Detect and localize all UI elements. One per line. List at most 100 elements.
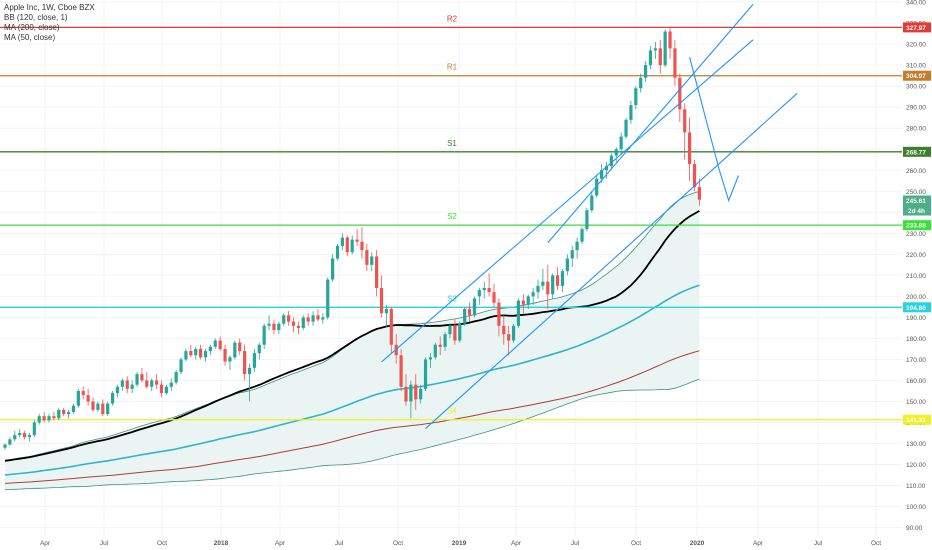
level-label-r2: R2 — [447, 14, 458, 23]
level-label-r1: R1 — [447, 63, 458, 72]
candle-body — [110, 393, 115, 404]
candle-body — [697, 187, 701, 200]
candle-body — [331, 258, 335, 280]
candle-body — [658, 48, 662, 66]
x-tick-label: Jul — [100, 540, 109, 547]
candle-body — [179, 359, 183, 373]
candle-body — [414, 384, 418, 400]
candle-body — [257, 344, 261, 354]
candle-body — [164, 386, 168, 394]
candle-body — [13, 435, 17, 440]
x-tick-label: Oct — [631, 540, 641, 547]
candle-body — [678, 77, 682, 110]
candle-body — [590, 195, 594, 211]
candle-body — [580, 229, 584, 242]
y-tick-label: 210.00 — [906, 273, 926, 280]
x-tick-label: 2018 — [214, 540, 229, 547]
x-tick-label: Oct — [393, 540, 403, 547]
candle-body — [683, 109, 687, 133]
legend-ma200[interactable]: MA (200, close) — [4, 23, 60, 32]
x-tick-label: Jul — [335, 540, 344, 547]
candle-body — [27, 435, 32, 438]
candle-body — [507, 334, 511, 341]
candle-body — [37, 416, 41, 423]
candle-body — [42, 416, 46, 421]
level-r1-badge — [903, 70, 931, 81]
candle-body — [463, 308, 467, 324]
candle-body — [272, 323, 276, 331]
candle-body — [306, 317, 310, 322]
countdown-badge — [903, 205, 931, 216]
candle-body — [673, 48, 677, 78]
candle-body — [213, 340, 217, 347]
candle-body — [243, 351, 247, 375]
chart-grid — [0, 0, 902, 536]
y-tick-label: 260.00 — [906, 168, 926, 175]
y-tick-label: 190.00 — [906, 315, 926, 322]
candle-body — [252, 353, 256, 368]
candle-body — [668, 31, 672, 49]
y-tick-label: 230.00 — [906, 231, 926, 238]
candles — [3, 27, 701, 450]
x-tick-label: Apr — [275, 540, 286, 547]
y-tick-label: 320.00 — [906, 42, 926, 49]
candle-body — [355, 239, 359, 242]
y-tick-label: 120.00 — [906, 462, 926, 469]
candle-body — [555, 275, 560, 286]
candle-body — [291, 321, 296, 326]
candle-body — [492, 292, 496, 303]
level-r2-badge-text: 327.97 — [906, 25, 926, 32]
candle-body — [531, 292, 535, 297]
legend-ma50[interactable]: MA (50, close) — [4, 33, 56, 42]
candle-body — [692, 163, 697, 188]
candle-body — [384, 308, 389, 314]
candle-body — [140, 374, 144, 381]
candle-body — [238, 342, 242, 352]
candle-body — [218, 340, 222, 349]
candle-body — [477, 290, 481, 297]
time-axis: Apr Jul Oct 2018 Apr Jul Oct 2019 Apr Jul Oct 2020 A… — [40, 540, 881, 547]
candle-body — [472, 298, 477, 316]
candle-body — [262, 325, 266, 345]
y-tick-label: 200.00 — [906, 294, 926, 301]
bb-lower-line — [4, 378, 700, 491]
candle-body — [120, 380, 124, 387]
y-tick-label: 170.00 — [906, 357, 926, 364]
y-tick-label: 180.00 — [906, 336, 926, 343]
channel-line-3 — [425, 92, 798, 429]
candle-body — [345, 237, 349, 253]
candle-body — [62, 409, 66, 415]
candle-body — [340, 237, 345, 246]
candle-body — [653, 48, 657, 51]
candle-body — [643, 65, 648, 78]
candle-body — [18, 433, 22, 436]
candle-body — [487, 287, 491, 293]
candle-body — [482, 287, 486, 291]
level-s1-badge — [903, 146, 931, 157]
candle-body — [585, 210, 589, 230]
legend-bb[interactable]: BB (120, close, 1) — [4, 13, 68, 22]
candle-body — [287, 315, 291, 322]
ma50-line — [4, 210, 700, 462]
candle-body — [370, 256, 374, 265]
candle-body — [135, 374, 139, 385]
y-tick-label: 110.00 — [906, 483, 926, 490]
level-label-s1: S1 — [447, 139, 457, 148]
level-s2-badge-text: 233.88 — [906, 223, 926, 230]
candle-body — [321, 317, 325, 320]
channel-line-1 — [547, 3, 754, 244]
candle-body — [194, 348, 198, 356]
level-label-s3: S3 — [447, 294, 457, 303]
candle-body — [32, 422, 36, 436]
legend-symbol[interactable]: Apple Inc, 1W, Cboe BZX — [4, 3, 95, 12]
level-s3-badge-text: 194.80 — [906, 305, 926, 312]
candle-body — [86, 395, 90, 402]
candle-body — [575, 241, 579, 251]
moving-averages — [4, 210, 700, 484]
candle-body — [130, 384, 134, 389]
candle-body — [52, 416, 56, 419]
candle-body — [428, 357, 433, 360]
candle-body — [57, 409, 61, 419]
candle-body — [365, 250, 369, 265]
